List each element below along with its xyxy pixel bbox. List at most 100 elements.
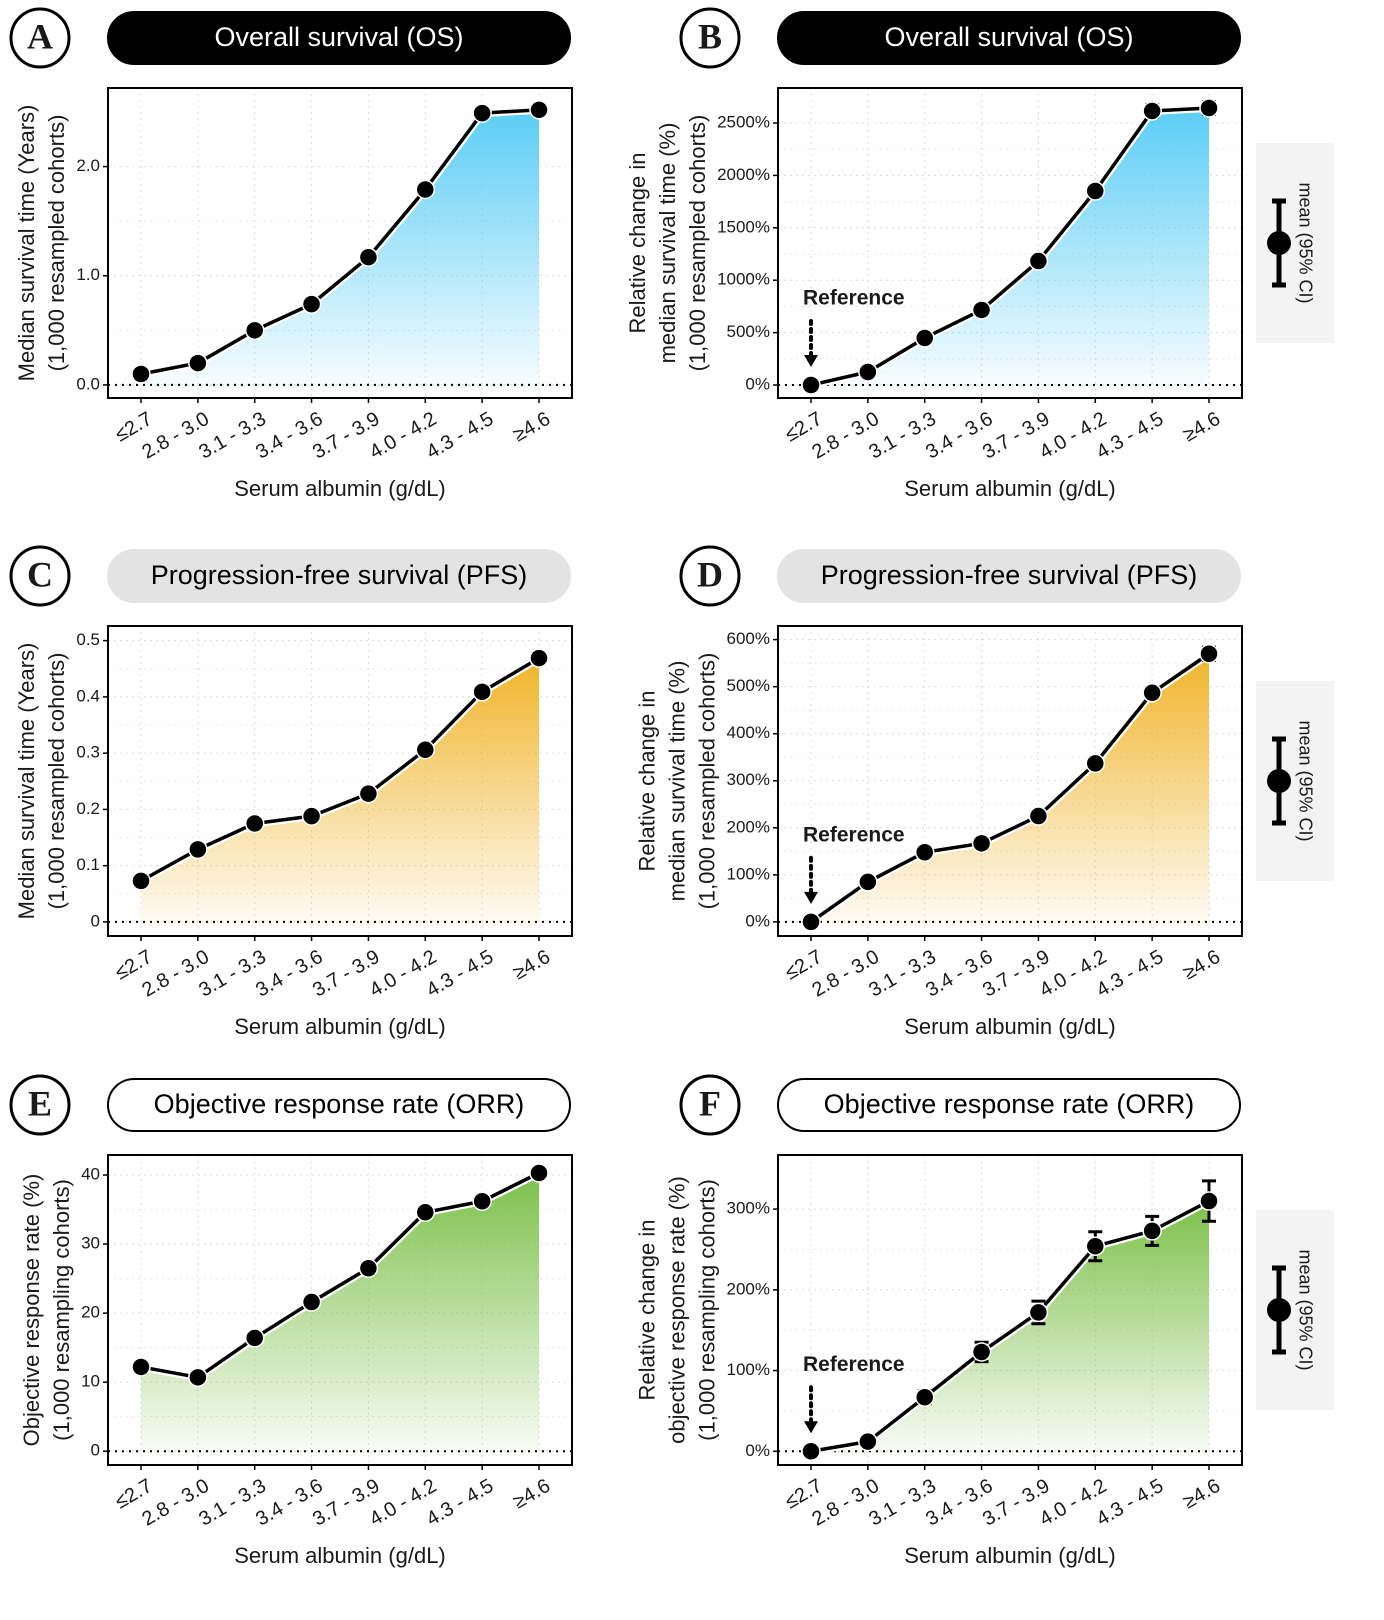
annotation-arrowhead — [804, 355, 818, 368]
point — [801, 1441, 821, 1462]
panel-letter: E — [28, 1083, 52, 1123]
point — [301, 806, 322, 826]
panel-letter-circle — [9, 7, 71, 69]
y-tick-label: 400% — [727, 723, 770, 742]
y-tick-label: 40 — [81, 1165, 100, 1184]
point — [188, 353, 208, 373]
point — [1142, 101, 1162, 121]
point — [244, 813, 265, 834]
y-tick-label: 2000% — [717, 165, 770, 184]
title-box — [107, 549, 571, 603]
point — [1085, 181, 1106, 201]
panel-letter: B — [698, 16, 722, 56]
x-axis-label: Serum albumin (g/dL) — [234, 1543, 446, 1568]
line — [140, 108, 540, 376]
annotation: Reference — [803, 823, 905, 846]
x-axis-label: Serum albumin (g/dL) — [234, 1014, 446, 1039]
point — [472, 103, 492, 123]
panel: Progression-free survival (PFS) C 0 0.1 0.2 0… — [9, 545, 573, 1039]
y-axis-label: median survival time (%) — [655, 123, 680, 364]
y-axis-label: objective response rate (%) — [664, 1176, 689, 1444]
legend-label: mean (95% CI) — [1295, 720, 1315, 841]
title-box — [777, 11, 1241, 65]
point — [244, 320, 265, 341]
point — [131, 1357, 151, 1377]
plot-frame — [777, 87, 1243, 399]
title-box — [777, 1078, 1241, 1132]
point — [1142, 683, 1162, 703]
y-tick-label: 1.0 — [76, 265, 100, 284]
y-tick-label: 0 — [91, 1441, 100, 1460]
y-tick-label: 20 — [81, 1303, 100, 1322]
point — [801, 912, 821, 932]
area — [811, 108, 1209, 388]
point — [131, 871, 151, 891]
annotation-arrowhead — [804, 891, 818, 904]
y-tick-label: 500% — [727, 322, 770, 341]
panel: Progression-free survival (PFS) D 0% 100% 20… — [634, 545, 1334, 1039]
point — [529, 100, 549, 120]
legend-symbol — [1267, 769, 1291, 793]
point — [529, 648, 549, 668]
y-tick-label: 0.2 — [76, 799, 100, 818]
point — [1199, 1191, 1219, 1211]
point — [858, 872, 878, 892]
y-axis-label: Objective response rate (%) — [19, 1174, 44, 1447]
y-axis-label: (1,000 resampling cohorts) — [49, 1179, 74, 1441]
legend-symbol — [1267, 1298, 1291, 1322]
point — [188, 839, 208, 860]
y-axis-label: Relative change in — [634, 690, 659, 871]
point — [971, 1342, 992, 1362]
y-axis-label: (1,000 resampled cohorts) — [694, 653, 719, 910]
line — [810, 1199, 1210, 1454]
panel-letter: F — [699, 1083, 721, 1123]
y-tick-label: 0% — [745, 1441, 770, 1460]
point — [858, 1431, 878, 1452]
y-tick-label: 1500% — [717, 217, 770, 236]
point — [415, 740, 436, 760]
legend-label: mean (95% CI) — [1295, 1249, 1315, 1370]
panel: Overall survival (OS) B 0% 500% 1000% 1500% 20… — [625, 7, 1334, 501]
legend-symbol — [1267, 231, 1291, 255]
panel-title: Overall survival (OS) — [884, 22, 1133, 52]
panel: Objective response rate (ORR) F 0% 100% 200%… — [634, 1074, 1334, 1568]
point — [301, 1292, 322, 1312]
legend-label: mean (95% CI) — [1295, 182, 1315, 303]
point — [1199, 644, 1219, 664]
panel-letter-circle — [679, 545, 741, 607]
y-tick-label: 0.0 — [76, 374, 100, 393]
y-tick-label: 0.5 — [76, 630, 100, 649]
y-tick-label: 200% — [727, 817, 770, 836]
point — [914, 1387, 935, 1407]
area — [141, 109, 539, 388]
y-tick-label: 2.0 — [76, 156, 100, 175]
annotation: Reference — [803, 1353, 905, 1376]
plot-frame — [777, 1154, 1243, 1466]
y-axis-label: median survival time (%) — [664, 661, 689, 902]
x-tick-label: ≥4.6 — [1180, 1475, 1225, 1513]
y-axis-label: Median survival time (Years) — [14, 105, 39, 382]
title-box — [107, 11, 571, 65]
x-tick-label: ≥4.6 — [1180, 408, 1225, 446]
point — [472, 1191, 492, 1212]
y-axis-label: Median survival time (Years) — [14, 643, 39, 920]
point — [1085, 1236, 1106, 1256]
title-box — [107, 1078, 571, 1132]
panel-letter-circle — [9, 1074, 71, 1136]
x-axis-label: Serum albumin (g/dL) — [904, 476, 1116, 501]
y-tick-label: 100% — [727, 1360, 770, 1379]
area — [811, 1201, 1209, 1455]
point — [1199, 98, 1219, 118]
panel: Overall survival (OS)A0.01.02.0≤2.72.8 -… — [9, 7, 573, 501]
point — [1142, 1221, 1162, 1241]
y-axis-label: (1,000 resampled cohorts) — [44, 115, 69, 372]
panel-title: Objective response rate (ORR) — [154, 1089, 525, 1119]
point — [415, 179, 436, 200]
point — [131, 364, 151, 384]
x-tick-label: ≥4.6 — [1180, 946, 1225, 984]
point — [801, 375, 821, 395]
y-tick-label: 500% — [727, 676, 770, 695]
y-tick-label: 10 — [81, 1372, 100, 1391]
plot-frame — [107, 1154, 573, 1466]
area — [811, 653, 1209, 926]
